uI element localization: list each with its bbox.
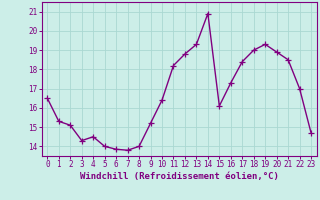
X-axis label: Windchill (Refroidissement éolien,°C): Windchill (Refroidissement éolien,°C) bbox=[80, 172, 279, 181]
